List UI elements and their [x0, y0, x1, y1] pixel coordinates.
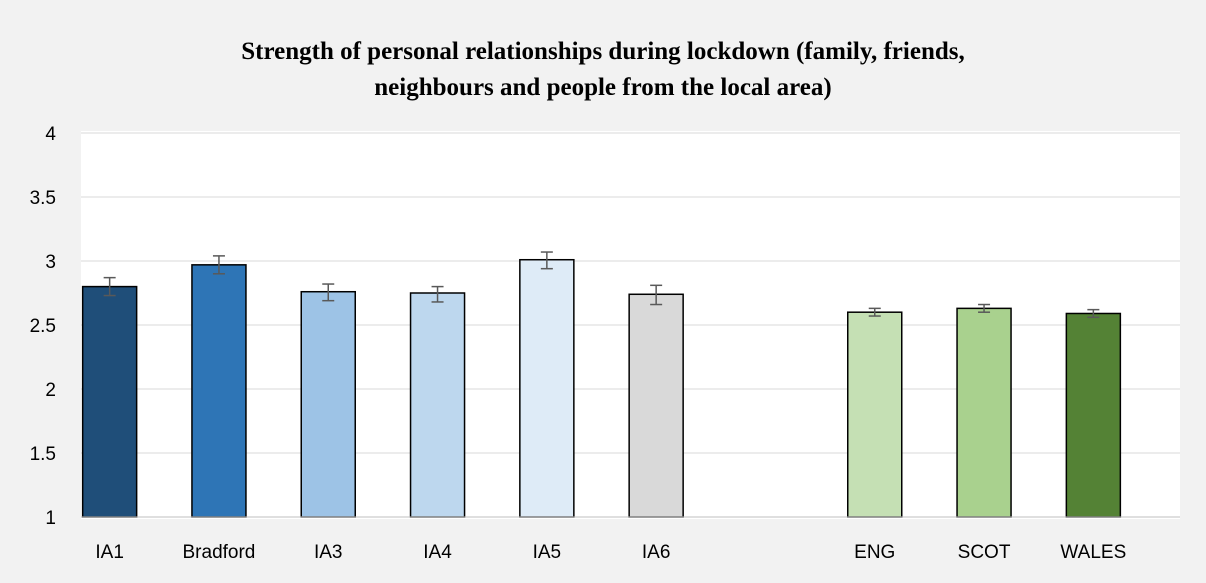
x-tick-label: IA5 [533, 542, 562, 563]
bar [300, 290, 356, 518]
x-tick-label: SCOT [958, 542, 1011, 563]
chart-title-line-2: neighbours and people from the local are… [374, 74, 832, 101]
y-tick-label: 1 [45, 508, 56, 529]
bar [81, 285, 138, 518]
x-tick-label: IA1 [95, 542, 124, 563]
bar [519, 258, 575, 518]
bar [1065, 312, 1122, 518]
bar [628, 293, 684, 518]
x-tick-label: IA3 [314, 542, 343, 563]
bar [191, 264, 247, 518]
x-tick-label: IA6 [642, 542, 671, 563]
x-tick-label: WALES [1060, 542, 1126, 563]
bar [409, 292, 466, 518]
y-tick-label: 3 [45, 252, 56, 273]
y-tick-label: 1.5 [30, 444, 56, 465]
x-tick-label: IA4 [423, 542, 452, 563]
y-tick-label: 2 [45, 380, 56, 401]
y-tick-label: 2.5 [30, 316, 56, 337]
bar [847, 311, 903, 518]
chart-title-line-1: Strength of personal relationships durin… [241, 38, 965, 65]
x-tick-label: ENG [854, 542, 895, 563]
x-tick-label: Bradford [183, 542, 256, 563]
bar [956, 307, 1012, 518]
y-tick-label: 4 [45, 124, 56, 145]
chart-title: Strength of personal relationships durin… [0, 34, 1206, 106]
y-tick-label: 3.5 [30, 188, 56, 209]
